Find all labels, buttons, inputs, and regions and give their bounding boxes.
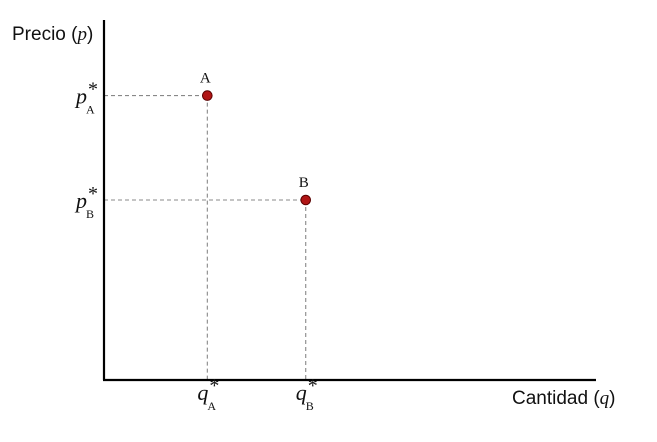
- x-axis-label-symbol: q: [600, 388, 610, 409]
- point-a: [202, 90, 213, 101]
- y-axis-label: Precio (p): [12, 24, 93, 45]
- x-axis-label-text: Cantidad: [512, 388, 588, 409]
- y-axis-label-symbol: p: [75, 24, 87, 45]
- x-axis-label: Cantidad (q): [512, 388, 616, 409]
- point-b: [300, 194, 312, 206]
- data-points: AB: [200, 71, 312, 206]
- point-label-b: B: [299, 175, 309, 191]
- y-tick-p-a: p* A: [74, 79, 98, 117]
- tick-labels: p* A p* B q* A q* B: [74, 79, 318, 413]
- point-label-a: A: [200, 71, 211, 87]
- y-axis-label-text: Precio: [12, 24, 66, 45]
- x-tick-q-a: q* A: [197, 375, 219, 413]
- y-tick-p-b: p* B: [74, 183, 98, 221]
- guide-lines: [104, 95, 307, 380]
- x-tick-q-b: q* B: [296, 375, 318, 413]
